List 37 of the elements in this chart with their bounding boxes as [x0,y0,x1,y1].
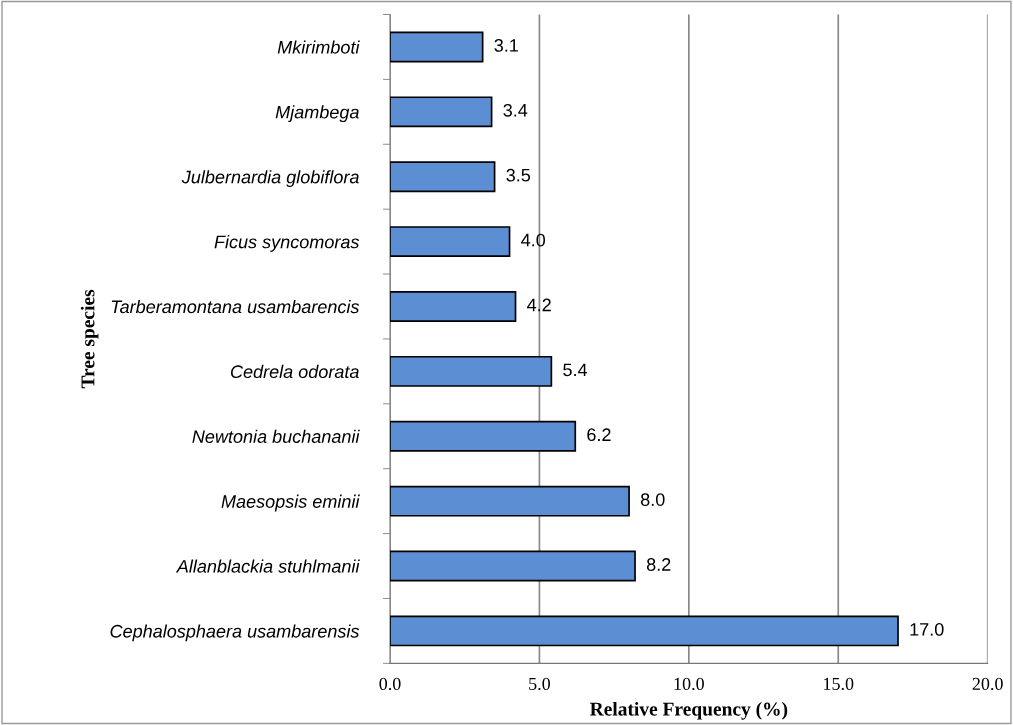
y-tick-label: Maesopsis eminii [221,494,360,512]
x-tick-label: 10.0 [674,677,704,691]
y-axis-title: Tree species [80,289,99,389]
data-label: 5.4 [563,363,588,377]
x-tick-label: 20.0 [972,677,1003,691]
data-label: 8.2 [646,558,671,571]
y-tick-label: Julbernardia globiflora [181,170,359,188]
y-tick-label: Allanblackia stuhlmanii [175,559,360,573]
data-label: 6.2 [587,428,611,442]
y-tick-label: Ficus syncomoras [214,235,360,252]
y-tick-label: Cedrela odorata [230,364,359,379]
bar [390,291,517,322]
bar [390,161,496,193]
x-tick-label: 0.0 [379,677,401,691]
data-label: 3.1 [494,39,518,52]
bar [390,96,493,128]
bar [390,420,577,452]
bar [390,31,484,63]
y-tick-label: Mjambega [275,105,359,123]
y-tick-label: Cephalosphaera usambarensis [110,624,360,642]
data-label: 17.0 [910,622,944,636]
data-label: 4.2 [527,298,551,312]
x-axis-title: Relative Frequency (%) [589,701,788,720]
y-tick-label: Tarberamontana usambarencis [111,299,360,314]
y-tick-label: Mkirimboti [277,40,360,54]
x-tick-label: 5.0 [529,677,551,691]
data-label: 8.0 [640,493,665,506]
x-tick-label: 15.0 [824,677,854,691]
bar [390,550,636,582]
y-tick-label: Newtonia buchananii [192,429,360,443]
bar [390,615,899,647]
bar [390,485,630,517]
bar [390,355,553,387]
data-label: 4.0 [521,233,546,247]
bar [390,226,511,258]
data-label: 3.4 [503,103,528,117]
data-label: 3.5 [506,168,531,182]
